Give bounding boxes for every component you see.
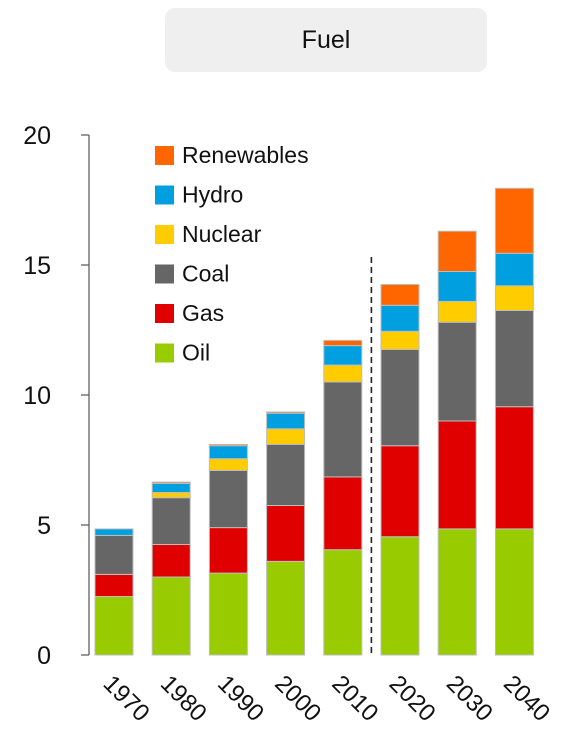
y-axis: 0 5 10 15 20: [23, 122, 90, 670]
bar-segment-hydro-1970: [94, 528, 134, 536]
bar-segment-nuclear-2030: [437, 300, 477, 323]
bar-segment-coal-1980: [151, 497, 191, 546]
bar-segment-renewables-2040: [494, 187, 534, 254]
bar-segment-nuclear-2010: [323, 364, 363, 383]
bar-segment-hydro-2010: [323, 345, 363, 366]
y-tick-label: 20: [23, 122, 51, 150]
bar-segment-oil-2010: [323, 549, 363, 656]
x-tick-label: 2030: [441, 670, 498, 727]
x-tick-label: 1990: [212, 670, 269, 727]
bar-segment-nuclear-1980: [151, 492, 191, 499]
y-tick-label: 5: [37, 512, 51, 540]
bar-segment-gas-2000: [266, 505, 306, 562]
bar-segment-hydro-2000: [266, 412, 306, 430]
legend-label-nuclear: Nuclear: [182, 221, 262, 247]
bar-segment-hydro-1990: [208, 445, 248, 460]
bar-segment-gas-2020: [380, 445, 420, 538]
bar-segment-nuclear-2000: [266, 428, 306, 445]
bar-segment-oil-2020: [380, 536, 420, 656]
bar-segment-renewables-1990: [208, 443, 248, 447]
bar-segment-coal-2030: [437, 321, 477, 422]
bar-segment-oil-1990: [208, 572, 248, 656]
bar-segment-oil-2030: [437, 528, 477, 656]
legend-swatch-hydro: [155, 185, 174, 205]
legend-label-oil: Oil: [182, 340, 210, 366]
bar-segment-oil-2000: [266, 560, 306, 656]
bar-segment-nuclear-1990: [208, 458, 248, 471]
bar-segment-hydro-2020: [380, 304, 420, 332]
x-tick-label: 1970: [98, 670, 155, 727]
bar-segment-hydro-1980: [151, 482, 191, 493]
bar-segment-gas-2010: [323, 476, 363, 551]
fuel-tab-label: Fuel: [165, 8, 487, 72]
bar-segment-gas-1990: [208, 527, 248, 574]
bar-segment-gas-1980: [151, 544, 191, 578]
bar-segment-renewables-2020: [380, 284, 420, 306]
legend-swatch-coal: [155, 264, 174, 284]
legend-swatch-renewables: [155, 146, 174, 165]
bar-stack-group: [94, 187, 534, 656]
bar-segment-gas-1970: [94, 573, 134, 598]
legend: Renewables Hydro Nuclear Coal Gas Oil: [155, 142, 309, 366]
bar-segment-oil-2040: [494, 528, 534, 656]
x-tick-label: 2010: [327, 670, 384, 727]
legend-label-coal: Coal: [182, 261, 229, 287]
bar-segment-nuclear-2020: [380, 330, 420, 350]
x-axis-tick-labels: 1970 1980 1990 2000 2010 2020 2030 2040: [98, 670, 555, 727]
bar-segment-hydro-2040: [494, 252, 534, 287]
bar-segment-gas-2040: [494, 406, 534, 530]
bar-segment-coal-2040: [494, 310, 534, 408]
bar-segment-renewables-2030: [437, 230, 477, 272]
legend-swatch-oil: [155, 343, 174, 363]
y-tick-label: 0: [37, 642, 51, 670]
legend-swatch-nuclear: [155, 225, 174, 244]
bar-segment-coal-2020: [380, 349, 420, 447]
bar-segment-gas-2030: [437, 420, 477, 530]
x-tick-label: 2000: [269, 670, 326, 727]
legend-label-hydro: Hydro: [182, 182, 243, 208]
legend-label-gas: Gas: [182, 300, 224, 326]
bar-segment-coal-2000: [266, 443, 306, 506]
legend-label-renewables: Renewables: [182, 142, 309, 168]
legend-swatch-gas: [155, 304, 174, 323]
bar-segment-oil-1970: [94, 596, 134, 656]
y-tick-label: 15: [23, 252, 51, 280]
bar-segment-nuclear-2040: [494, 285, 534, 311]
bar-segment-renewables-1980: [151, 481, 191, 484]
bar-segment-coal-1990: [208, 469, 248, 529]
x-tick-label: 2020: [384, 670, 441, 727]
bar-segment-renewables-2000: [266, 411, 306, 414]
x-tick-label: 1980: [155, 670, 212, 727]
bar-segment-renewables-2010: [323, 339, 363, 347]
bar-segment-coal-1970: [94, 534, 134, 575]
bar-segment-hydro-2030: [437, 271, 477, 302]
bar-segment-coal-2010: [323, 381, 363, 478]
x-tick-label: 2040: [498, 670, 555, 727]
bar-segment-oil-1980: [151, 576, 191, 656]
y-tick-label: 10: [23, 382, 51, 410]
